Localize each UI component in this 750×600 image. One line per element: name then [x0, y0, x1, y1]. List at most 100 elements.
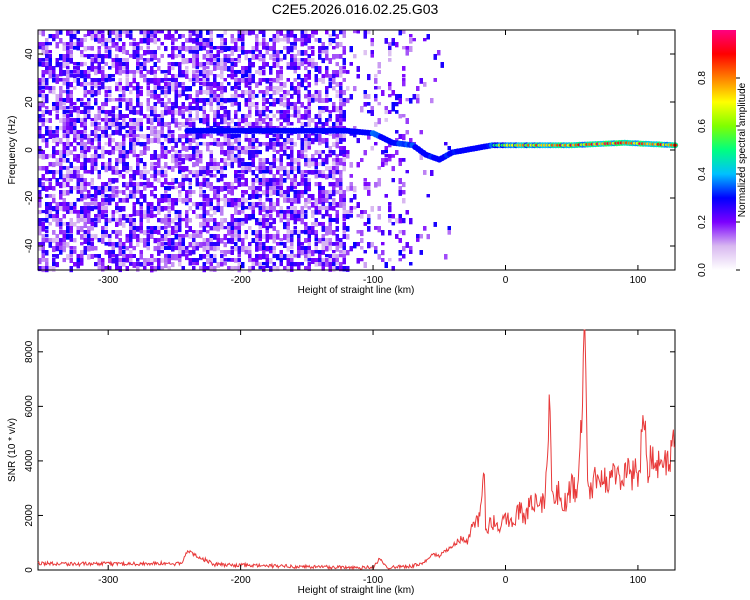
spectrogram-cell	[325, 122, 329, 127]
spectrogram-cell	[297, 238, 301, 244]
spectrogram-cell	[251, 182, 255, 189]
spectrogram-cell	[223, 198, 227, 204]
spectrogram-cell	[45, 142, 49, 148]
spectrogram-cell	[52, 258, 56, 264]
spectrogram-cell	[185, 178, 189, 182]
spectrogram-cell	[307, 262, 311, 268]
spectrogram-cell	[97, 114, 101, 121]
spectrogram-cell	[55, 178, 59, 183]
spectrogram-cell	[59, 70, 63, 77]
spectrogram-cell	[157, 122, 161, 127]
spectrogram-cell	[283, 214, 287, 220]
spectrogram-cell	[174, 162, 178, 169]
spectrogram-cell	[318, 258, 322, 263]
spectrogram-cell	[101, 238, 105, 244]
spectrogram-cell	[167, 82, 171, 88]
spectrogram-cell	[192, 262, 196, 266]
spectrogram-cell	[283, 170, 287, 176]
spectrogram-cell	[178, 62, 182, 68]
spectrogram-cell	[171, 110, 175, 117]
spectrogram-cell	[202, 38, 206, 44]
spectrogram-cell	[258, 30, 262, 34]
spectrogram-cell	[38, 154, 42, 159]
spectrogram-cell	[160, 86, 164, 90]
spectrogram-cell	[318, 206, 322, 211]
spectrogram-cell	[304, 94, 308, 99]
spectrogram-cell	[115, 130, 119, 135]
spectrogram-cell	[97, 30, 101, 36]
spectrogram-cell	[286, 258, 290, 262]
spectrogram-cell	[241, 30, 245, 35]
spectrogram-cell	[290, 42, 294, 46]
spectrogram-cell	[195, 94, 199, 98]
spectrogram-cell	[188, 38, 192, 43]
spectrogram-cell	[300, 190, 304, 195]
spectrogram-cell	[332, 262, 336, 268]
spectrogram-cell	[363, 50, 367, 56]
spectrogram-cell	[80, 54, 84, 58]
spectrogram-cell	[269, 250, 273, 254]
spectrogram-cell	[115, 162, 119, 168]
spectrogram-cell	[328, 38, 332, 43]
spectrogram-cell	[223, 234, 227, 241]
spectrogram-cell	[272, 226, 276, 231]
spectrogram-cell	[251, 54, 255, 60]
spectrogram-cell	[213, 46, 217, 50]
spectrogram-cell	[171, 82, 175, 89]
spectrogram-cell	[248, 202, 252, 207]
spectrogram-cell	[293, 178, 297, 184]
spectrogram-cell	[174, 222, 178, 226]
spectrogram-cell	[171, 154, 175, 159]
spectrogram-cell	[237, 182, 241, 187]
spectrogram-cell	[241, 158, 245, 162]
spectrogram-cell	[87, 214, 91, 220]
spectrogram-cell	[73, 106, 77, 113]
colorbar-tick-label: 0.0	[697, 263, 708, 277]
spectrogram-cell	[272, 190, 276, 195]
spectrogram-cell	[139, 262, 143, 267]
spectrogram-cell	[76, 42, 80, 47]
spectrogram-cell	[55, 74, 59, 79]
spectrogram-cell	[318, 170, 322, 175]
spectrogram-cell	[69, 94, 73, 99]
spectrogram-cell	[69, 150, 73, 155]
spectrogram-cell	[76, 210, 80, 214]
spectrogram-cell	[258, 66, 262, 71]
spectrogram-cell	[304, 138, 308, 142]
spectrogram-cell	[213, 98, 217, 103]
spectrogram-cell	[136, 82, 140, 88]
spectrogram-cell	[132, 194, 136, 199]
spectrogram-cell	[181, 178, 185, 183]
spectrogram-cell	[328, 118, 332, 122]
spectrogram-cell	[290, 234, 294, 238]
spectrogram-cell	[237, 258, 241, 264]
spectrogram-cell	[286, 170, 290, 176]
spectrogram-cell	[139, 122, 143, 127]
spectrogram-cell	[293, 166, 297, 172]
spectrogram-cell	[38, 266, 42, 272]
spectrogram-cell	[164, 178, 168, 185]
spectrogram-cell	[241, 218, 245, 222]
spectrogram-cell	[325, 70, 329, 75]
spectrogram-cell	[143, 194, 147, 199]
spectrogram-cell	[66, 230, 70, 234]
spectrogram-cell	[255, 186, 259, 193]
spectrogram-cell	[342, 194, 346, 200]
spectrogram-cell	[335, 178, 339, 183]
spectrogram-cell	[181, 186, 185, 191]
spectrogram-cell	[104, 102, 108, 107]
spectrogram-cell	[129, 130, 133, 136]
spectrogram-cell	[265, 134, 269, 138]
spectrogram-cell	[111, 250, 115, 255]
spectrogram-cell	[244, 50, 248, 55]
spectrogram-cell	[94, 150, 98, 155]
spectrogram-cell	[139, 214, 143, 220]
spectrogram-cell	[251, 102, 255, 107]
spectrogram-cell	[286, 210, 290, 214]
spectrogram-cell	[272, 86, 276, 90]
spectrogram-cell	[279, 254, 283, 260]
spectrogram-cell	[115, 66, 119, 73]
spectrogram-cell	[241, 170, 245, 174]
spectrogram-cell	[41, 174, 45, 181]
